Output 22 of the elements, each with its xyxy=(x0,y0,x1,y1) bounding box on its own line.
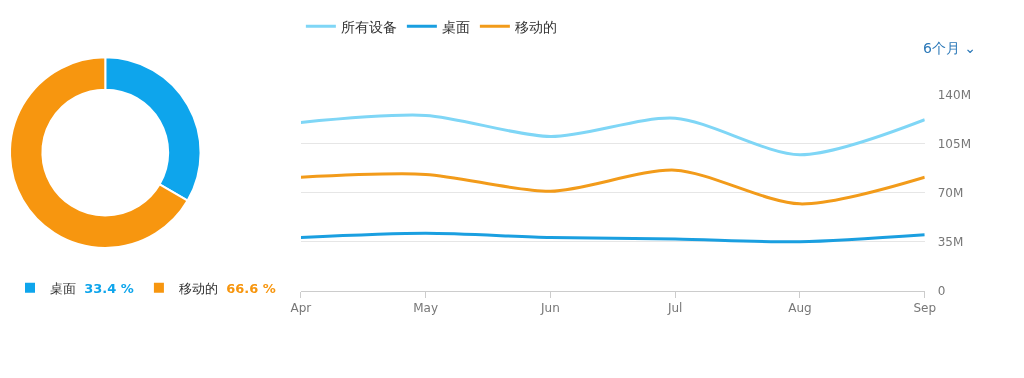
legend-label: 桌面 xyxy=(50,280,76,296)
x-tick-label: Jul xyxy=(666,301,683,316)
legend-label: 移动的 xyxy=(514,18,557,35)
data-label: 66.6 % xyxy=(226,280,276,296)
legend-label: 桌面 xyxy=(441,18,470,35)
x-tick-label: Jun xyxy=(540,301,560,316)
line-series xyxy=(300,231,925,244)
x-tick-label: Sep xyxy=(913,301,937,316)
data-label: 33.4 % xyxy=(84,280,134,296)
y-tick-label: 35M xyxy=(937,234,964,249)
x-tick-label: Aug xyxy=(788,301,812,316)
x-tick-label: Apr xyxy=(290,301,312,316)
y-tick-label: 105M xyxy=(937,136,971,151)
x-tick-label: May xyxy=(413,301,439,316)
y-tick-label: 140M xyxy=(937,87,971,102)
y-tick-label: 70M xyxy=(937,185,964,200)
line-series xyxy=(300,168,925,206)
line-series xyxy=(300,113,925,157)
text: 6个月 ⌄ xyxy=(923,40,977,56)
y-tick-label: 0 xyxy=(937,284,946,299)
legend-label: 移动的 xyxy=(178,280,218,296)
legend-label: 所有设备 xyxy=(340,18,397,35)
